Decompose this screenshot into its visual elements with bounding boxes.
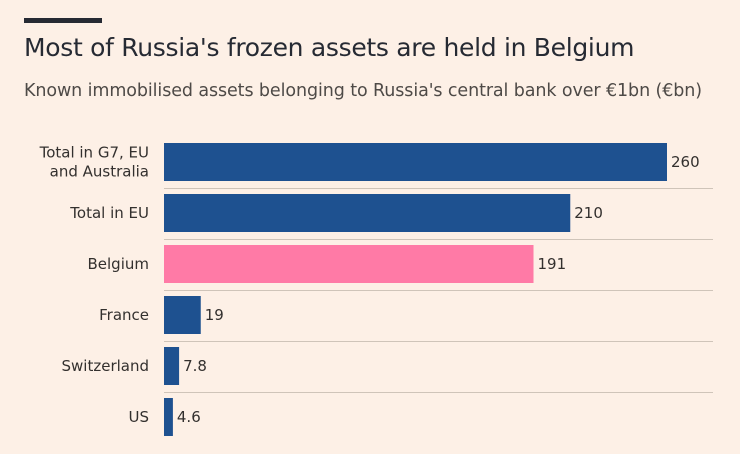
value-label: 210 bbox=[574, 204, 603, 222]
top-accent-bar bbox=[24, 18, 102, 23]
bar-4 bbox=[164, 347, 180, 385]
bar-0 bbox=[164, 143, 667, 181]
value-label: 191 bbox=[538, 255, 567, 273]
chart-subtitle: Known immobilised assets belonging to Ru… bbox=[24, 81, 703, 101]
category-label: Switzerland bbox=[62, 357, 150, 375]
bar-2 bbox=[164, 245, 534, 283]
value-label: 19 bbox=[205, 306, 224, 324]
bar-3 bbox=[164, 296, 201, 334]
chart-title: Most of Russia's frozen assets are held … bbox=[24, 33, 635, 62]
category-label: France bbox=[99, 306, 149, 324]
category-label: Total in EU bbox=[69, 204, 149, 222]
category-label: US bbox=[128, 408, 149, 426]
category-label: Total in G7, EU bbox=[39, 144, 149, 162]
value-label: 7.8 bbox=[183, 357, 207, 375]
value-label: 4.6 bbox=[177, 408, 201, 426]
category-label: and Australia bbox=[50, 163, 149, 181]
bar-1 bbox=[164, 194, 571, 232]
category-label: Belgium bbox=[88, 255, 150, 273]
value-label: 260 bbox=[671, 153, 700, 171]
bar-5 bbox=[164, 398, 173, 436]
